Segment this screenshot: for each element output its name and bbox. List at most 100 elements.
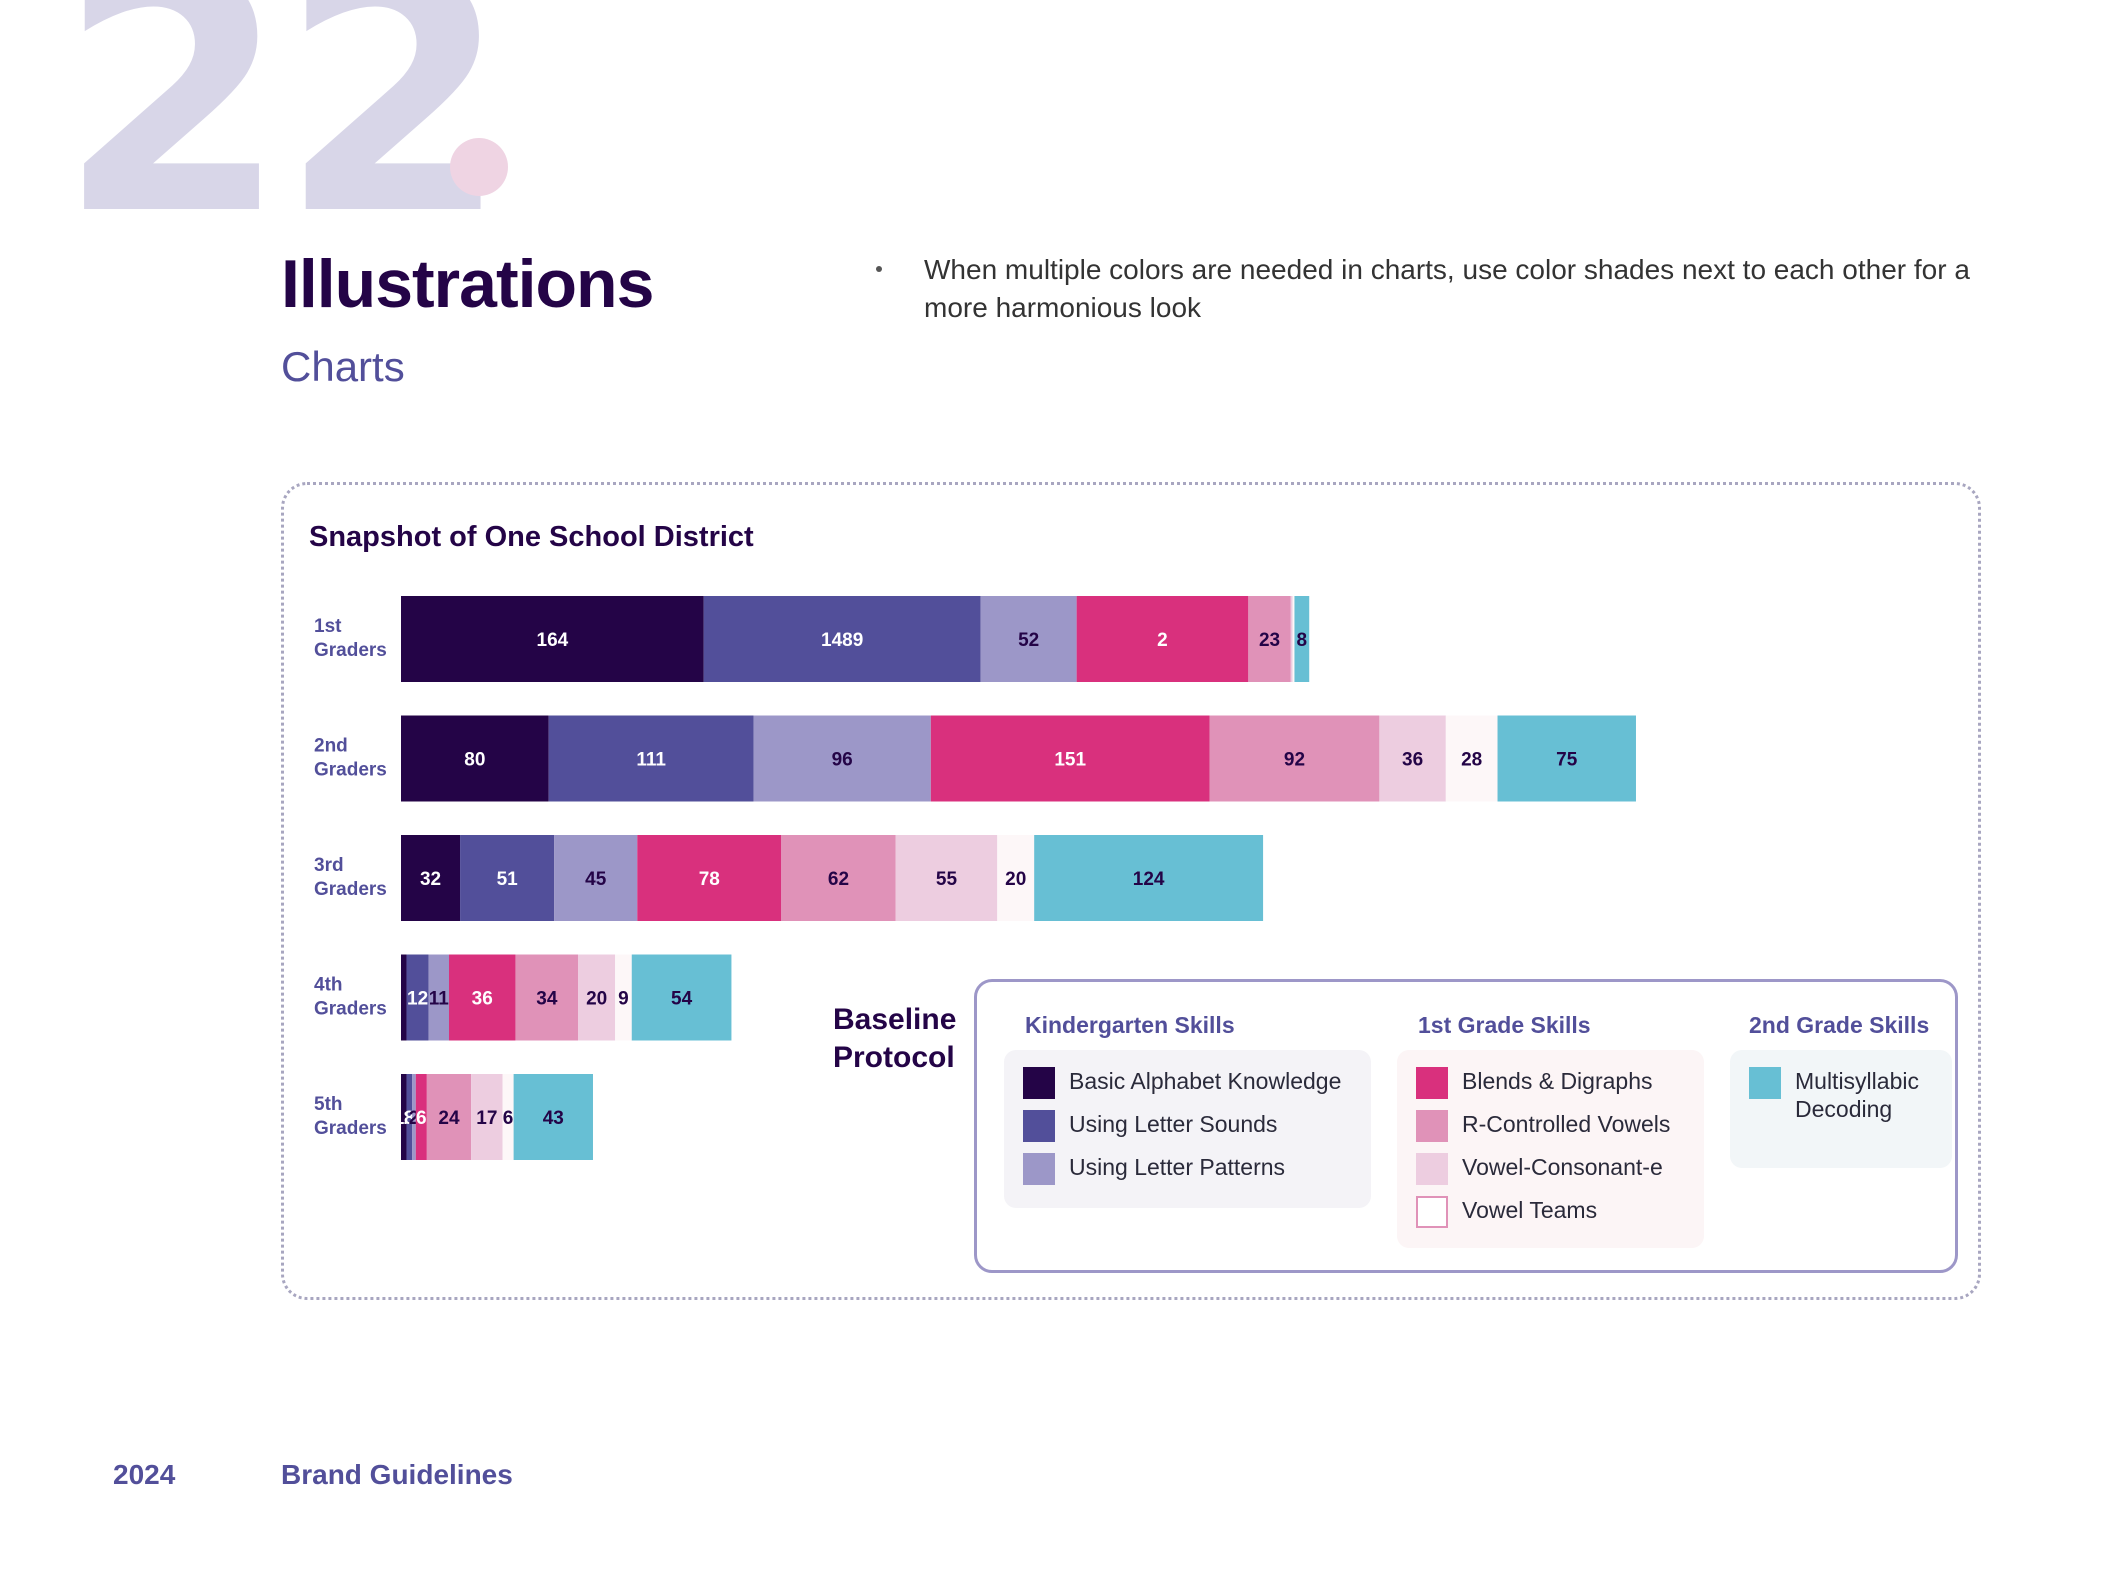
data-label: 54 [671,989,693,1010]
data-label: 2 [409,1108,420,1129]
bar-segment [513,1074,593,1160]
data-label: 124 [1133,869,1165,890]
footer-year: 2024 [113,1459,176,1490]
data-label: 78 [699,869,720,890]
bar-segment [1379,715,1446,802]
data-label: 151 [1054,750,1086,771]
chart-annotation: Protocol [833,1041,955,1074]
legend-label: Multisyllabic Decoding [1795,1068,1919,1122]
data-label: 36 [1402,750,1423,771]
category-label: 4th [314,975,343,996]
data-label: 20 [1005,869,1026,890]
bar-segment [1248,596,1291,682]
legend-group-heading: Kindergarten Skills [1025,1012,1235,1038]
bar-segment [406,954,429,1041]
bar-segment [471,1074,503,1160]
bar-segment [1076,596,1249,682]
legend-item: Vowel-Consonant-e [1416,1153,1663,1185]
category-label: 2nd [314,736,348,757]
category-label: 3rd [314,855,344,876]
bar-segment [515,954,579,1041]
legend-swatch [1023,1067,1055,1099]
data-label: 80 [464,750,485,771]
legend-label: Vowel-Consonant-e [1462,1154,1663,1180]
data-label: 34 [536,989,558,1010]
legend-group-heading: 2nd Grade Skills [1749,1012,1930,1038]
chart-panel [281,482,1981,1300]
legend-item: Blends & Digraphs [1416,1067,1653,1099]
category-label: Graders [314,1118,387,1139]
data-label: 1489 [821,630,863,651]
data-label: 24 [438,1108,460,1129]
category-label: 5th [314,1094,343,1115]
data-label: 52 [1018,630,1039,651]
data-label: 92 [1284,750,1305,771]
data-label: 75 [1556,750,1578,771]
legend-group-heading: 1st Grade Skills [1418,1012,1591,1038]
data-label: 28 [1461,750,1482,771]
bar-segment [980,596,1077,682]
bullet-text: When multiple colors are needed in chart… [924,254,1970,323]
legend-swatch [1416,1153,1448,1185]
bullet-icon [876,266,882,272]
legend-swatch [1416,1067,1448,1099]
bar-segment [1290,596,1293,682]
bar-segment [637,835,782,921]
data-label: 9 [618,989,629,1010]
category-label: 1st [314,616,342,637]
bar-segment [703,596,981,682]
bar-segment [502,1074,514,1160]
bar-segment [554,835,638,921]
data-label: 51 [497,869,519,890]
data-label: 43 [543,1108,564,1129]
legend-label: Basic Alphabet Knowledge [1069,1068,1342,1094]
bar-segment [753,715,931,802]
bar-segment [428,954,449,1041]
bar-segment [401,715,549,802]
legend-label: Blends & Digraphs [1462,1068,1653,1094]
legend-item: Using Letter Patterns [1023,1153,1285,1185]
bar-segment [1209,715,1380,802]
legend-item: Using Letter Sounds [1023,1110,1277,1142]
page-number-dot [450,138,508,196]
bar-segment [997,835,1035,921]
bar-segment [406,1074,413,1160]
page-number: 22 [58,0,509,287]
category-label: Graders [314,640,387,661]
legend-swatch [1023,1110,1055,1142]
data-label: 32 [420,869,441,890]
bar-segment [1497,715,1636,802]
bar-segment [401,954,407,1041]
bar-segment [401,835,461,921]
data-label: 11 [429,989,450,1010]
data-label: 55 [936,869,958,890]
data-label: 6 [416,1108,427,1129]
data-label: 8 [1297,630,1308,651]
bar-segment [1294,596,1310,682]
bar-segment [1445,715,1498,802]
legend-group-background [1004,1050,1371,1208]
bar-segment [1292,596,1295,682]
category-label: Graders [314,760,387,781]
data-label: 96 [832,750,853,771]
data-label: 12 [407,989,428,1010]
data-label: 8 [404,1108,415,1129]
bar-segment [401,1074,407,1160]
bar-segment [781,835,896,921]
data-label: 17 [476,1108,497,1129]
data-label: 6 [503,1108,514,1129]
legend-swatch [1749,1067,1781,1099]
chart-annotation: Baseline [833,1003,956,1036]
category-label: Graders [314,999,387,1020]
legend-item: Multisyllabic Decoding [1749,1067,1919,1123]
legend-label: R-Controlled Vowels [1462,1111,1671,1137]
bar-segment [548,715,754,802]
page-subtitle: Charts [281,343,405,390]
bar-segment [578,954,616,1041]
data-label: 45 [585,869,607,890]
bar-segment [415,1074,427,1160]
bar-segment [460,835,555,921]
data-label: 2 [1157,630,1168,651]
bar-segment [426,1074,472,1160]
bar-segment [448,954,516,1041]
